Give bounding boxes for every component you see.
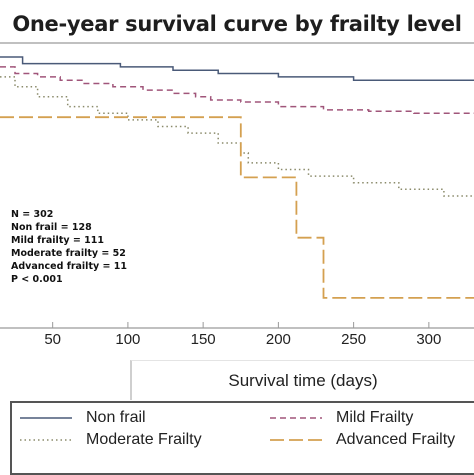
annotation-advanced: Advanced frailty = 11 <box>11 261 127 272</box>
annotation-non-frail: Non frail = 128 <box>11 222 92 233</box>
legend-swatch-advanced <box>270 439 322 441</box>
legend-item-moderate: Moderate Frailty <box>20 431 202 449</box>
legend-label-non-frail: Non frail <box>86 409 146 426</box>
x-axis: 50 100 150 200 250 300 <box>44 322 441 348</box>
chart-title: One-year survival curve by frailty level <box>12 12 462 36</box>
x-tick-label-100: 100 <box>115 331 140 348</box>
x-tick-label-300: 300 <box>416 331 441 348</box>
annotation-mild: Mild frailty = 111 <box>11 235 104 246</box>
x-tick-label-50: 50 <box>44 331 61 348</box>
x-tick-label-200: 200 <box>266 331 291 348</box>
x-tick-label-150: 150 <box>191 331 216 348</box>
legend-label-advanced: Advanced Frailty <box>336 431 456 448</box>
legend-item-advanced: Advanced Frailty <box>270 431 455 449</box>
series-line-non-frail <box>0 56 474 81</box>
annotation-n: N = 302 <box>11 209 54 220</box>
legend-item-mild: Mild Frailty <box>270 409 413 427</box>
legend: Non frail Mild Frailty Moderate Frailty … <box>10 401 474 475</box>
stats-annotation: N = 302 Non frail = 128 Mild frailty = 1… <box>11 208 127 286</box>
series-line-mild-frailty <box>0 66 474 114</box>
legend-item-non-frail: Non frail <box>20 409 146 427</box>
legend-swatch-non-frail <box>20 417 72 419</box>
annotation-moderate: Moderate frailty = 52 <box>11 248 126 259</box>
legend-swatch-moderate <box>20 439 72 441</box>
x-axis-label: Survival time (days) <box>130 360 474 400</box>
legend-label-moderate: Moderate Frailty <box>86 431 202 448</box>
legend-swatch-mild <box>270 417 322 419</box>
series-layer <box>0 56 474 299</box>
series-line-moderate-frailty <box>0 76 474 197</box>
annotation-p-value: P < 0.001 <box>11 274 63 285</box>
plot-area <box>0 42 474 329</box>
x-tick-label-250: 250 <box>341 331 366 348</box>
series-line-advanced-frailty <box>0 116 474 299</box>
legend-label-mild: Mild Frailty <box>336 409 414 426</box>
